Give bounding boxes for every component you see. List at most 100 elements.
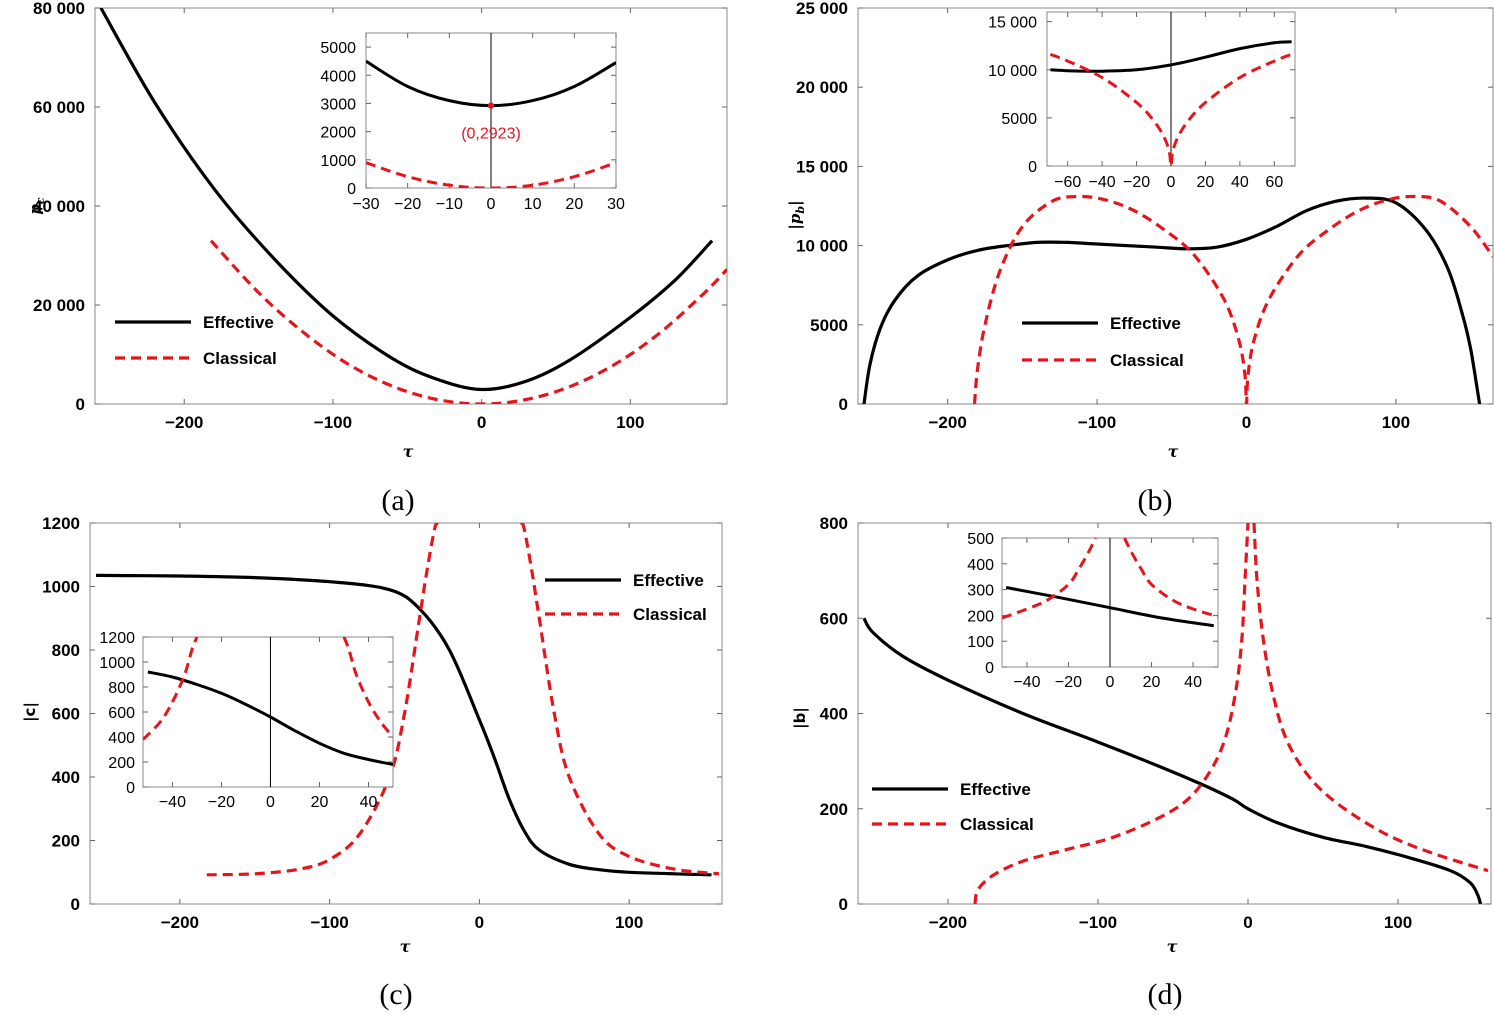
classical-series-line — [972, 194, 1493, 404]
x-tick-label: 60 — [1265, 174, 1283, 191]
y-tick-label: 1000 — [99, 655, 135, 672]
x-tick-label: 100 — [615, 913, 643, 932]
main-series-group — [99, 8, 727, 404]
x-tick-label: 0 — [266, 794, 275, 811]
x-tick-label: 10 — [524, 196, 542, 213]
legend-classical-label: Classical — [203, 349, 277, 368]
panel-label: (a) — [381, 484, 414, 517]
y-tick-label: 400 — [108, 730, 135, 747]
y-axis-label: |b| — [791, 707, 810, 729]
x-tick-label: −100 — [314, 413, 352, 432]
effective-series-line — [147, 670, 393, 766]
x-tick-label: 0 — [1243, 913, 1252, 932]
inset-chart: 0 200 400 600 800 1000 1200 −40 −20 0 20 40 — [99, 630, 394, 811]
x-tick-label: 20 — [311, 794, 329, 811]
y-tick-label: 400 — [52, 768, 80, 787]
x-axis-label: τ — [403, 442, 414, 461]
x-axis-label: τ — [1167, 937, 1178, 956]
x-tick-label: 0 — [1167, 174, 1176, 191]
y-tick-label: 1200 — [42, 514, 80, 533]
x-tick-label: 40 — [360, 794, 378, 811]
legend: Effective Classical — [1022, 314, 1184, 370]
effective-series-line — [1050, 40, 1292, 73]
y-tick-label: 15 000 — [796, 157, 848, 176]
y-tick-label: 300 — [967, 583, 994, 600]
x-tick-label: 40 — [1231, 174, 1249, 191]
panel-label: (b) — [1138, 484, 1173, 517]
y-tick-label: 1000 — [320, 153, 356, 170]
panel-label: (c) — [379, 978, 412, 1011]
inset-series-group — [143, 637, 393, 766]
y-tick-label: 80 000 — [33, 0, 85, 18]
x-tick-label: 20 — [565, 196, 583, 213]
x-tick-label: 30 — [607, 196, 625, 213]
x-tick-label: 20 — [1143, 674, 1161, 691]
y-tick-label: 800 — [820, 514, 848, 533]
y-tick-label: 600 — [52, 705, 80, 724]
y-tick-label: 0 — [1028, 159, 1037, 176]
legend-classical-label: Classical — [960, 815, 1034, 834]
y-tick-label: 100 — [967, 634, 994, 651]
x-tick-label: −40 — [159, 794, 186, 811]
y-tick-label: 5000 — [320, 40, 356, 57]
x-tick-label: −20 — [1123, 174, 1150, 191]
inset-frame — [142, 636, 394, 788]
x-tick-label: −20 — [1055, 674, 1082, 691]
y-tick-label: 400 — [820, 705, 848, 724]
x-tick-label: 100 — [1382, 413, 1410, 432]
x-tick-label: 100 — [616, 413, 644, 432]
x-tick-label: −200 — [929, 913, 967, 932]
y-tick-label: 800 — [52, 641, 80, 660]
inset-chart: 0 100 200 300 400 500 −40 −20 0 20 40 — [967, 531, 1219, 691]
y-tick-label: 0 — [839, 895, 848, 914]
y-tick-label: 800 — [108, 680, 135, 697]
x-tick-label: 0 — [477, 413, 486, 432]
legend-effective-label: Effective — [960, 780, 1031, 799]
legend: Effective Classical — [115, 313, 277, 368]
panel-label: (d) — [1148, 978, 1183, 1011]
y-tick-label: 0 — [347, 181, 356, 198]
x-tick-label: −10 — [436, 196, 463, 213]
classical-series-line — [1123, 538, 1218, 619]
y-tick-label: 200 — [820, 800, 848, 819]
y-tick-label: 500 — [967, 531, 994, 548]
legend-effective-label: Effective — [1110, 314, 1181, 333]
classical-series-line — [366, 161, 616, 188]
y-tick-label: 5000 — [1001, 111, 1037, 128]
classical-series-line — [1252, 523, 1489, 873]
min-point-marker — [487, 102, 495, 109]
x-tick-label: −20 — [394, 196, 421, 213]
classical-series-line — [143, 637, 199, 741]
effective-series-line — [95, 573, 712, 877]
classical-series-line — [209, 239, 727, 404]
y-tick-label: 1200 — [99, 630, 135, 647]
legend-classical-label: Classical — [1110, 351, 1184, 370]
y-tick-label: 0 — [76, 395, 85, 414]
inset-series-group — [1002, 538, 1218, 628]
x-tick-label: −100 — [1078, 413, 1116, 432]
x-tick-label: −100 — [310, 913, 348, 932]
legend-effective-label: Effective — [633, 571, 704, 590]
y-axis-label: pc — [26, 197, 47, 215]
y-tick-label: 3000 — [320, 96, 356, 113]
x-tick-label: 20 — [1197, 174, 1215, 191]
legend: Effective Classical — [545, 571, 707, 624]
y-tick-label: 20 000 — [33, 296, 85, 315]
y-tick-label: 0 — [71, 895, 80, 914]
inset-series-group — [1049, 40, 1293, 166]
legend-effective-label: Effective — [203, 313, 274, 332]
effective-series-line — [862, 617, 1483, 904]
chart-panel-d: 0 200 400 600 800 −200 −100 0 100 τ |b| Effective Cl… — [791, 514, 1492, 1011]
y-tick-label: 600 — [820, 609, 848, 628]
effective-series-line — [1005, 586, 1215, 628]
x-tick-label: −200 — [928, 413, 966, 432]
x-tick-label: 0 — [1242, 413, 1251, 432]
x-tick-label: −30 — [352, 196, 379, 213]
legend: Effective Classical — [872, 780, 1034, 834]
x-tick-label: 100 — [1384, 913, 1412, 932]
y-tick-label: 60 000 — [33, 98, 85, 117]
x-tick-label: −100 — [1079, 913, 1117, 932]
x-tick-label: −60 — [1054, 174, 1081, 191]
